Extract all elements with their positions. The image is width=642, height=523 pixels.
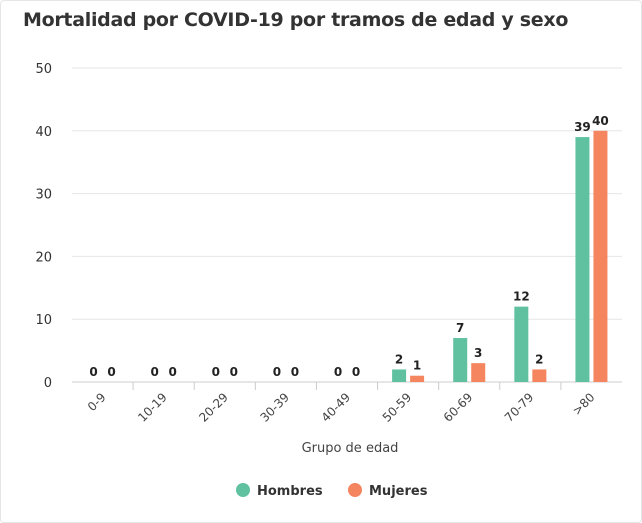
- x-tick-label: 10-19: [135, 390, 170, 425]
- data-label: 0: [168, 365, 176, 379]
- gridlines: [72, 67, 622, 383]
- data-label: 0: [230, 365, 238, 379]
- x-tick-label: 20-29: [196, 390, 231, 425]
- x-tick-label: >80: [570, 390, 598, 418]
- data-label: 1: [413, 359, 421, 373]
- bar-hombres-5[interactable]: [392, 369, 407, 382]
- data-label: 40: [592, 114, 609, 128]
- x-axis-title: Grupo de edad: [302, 441, 399, 456]
- data-label: 12: [513, 290, 530, 304]
- x-axis-ticks: 0-9 10-19 20-29 30-39 40-49 50-59 60-69 70-79 >8…: [85, 382, 598, 425]
- bar-mujeres-8[interactable]: [593, 130, 608, 382]
- bar-hombres-7[interactable]: [514, 306, 529, 382]
- x-tick-label: 30-39: [257, 390, 292, 425]
- x-tick-label: 40-49: [319, 390, 354, 425]
- bar-hombres-8[interactable]: [575, 137, 590, 382]
- data-label: 7: [456, 321, 464, 335]
- data-label: 0: [334, 365, 342, 379]
- legend-item-mujeres[interactable]: Mujeres: [348, 483, 428, 499]
- bar-hombres-6[interactable]: [453, 338, 468, 382]
- bar-mujeres-5[interactable]: [410, 375, 425, 382]
- bar-mujeres-7[interactable]: [532, 369, 547, 382]
- data-label: 0: [212, 365, 220, 379]
- data-label: 3: [474, 346, 482, 360]
- y-tick-label: 50: [35, 62, 52, 77]
- y-tick-label: 30: [35, 188, 52, 203]
- data-label: 2: [395, 352, 403, 366]
- legend-label: Hombres: [257, 484, 323, 499]
- y-tick-label: 10: [35, 313, 52, 328]
- x-tick-label: 50-59: [380, 390, 415, 425]
- data-label: 0: [89, 365, 97, 379]
- y-tick-label: 0: [44, 376, 52, 391]
- chart-title: Mortalidad por COVID-19 por tramos de ed…: [23, 9, 569, 31]
- y-axis-ticks: 0 10 20 30 40 50: [35, 62, 52, 391]
- x-tick-label: 60-69: [441, 390, 476, 425]
- data-label: 39: [574, 120, 591, 134]
- data-label: 0: [352, 365, 360, 379]
- data-label: 0: [291, 365, 299, 379]
- data-label: 0: [107, 365, 115, 379]
- x-tick-label: 70-79: [502, 390, 537, 425]
- x-tick-label: 0-9: [85, 390, 109, 414]
- legend-swatch: [236, 483, 250, 497]
- legend: Hombres Mujeres: [236, 483, 428, 499]
- legend-item-hombres[interactable]: Hombres: [236, 483, 323, 499]
- legend-label: Mujeres: [369, 484, 428, 499]
- y-tick-label: 40: [35, 125, 52, 140]
- bar-mujeres-6[interactable]: [471, 363, 486, 382]
- data-label: 0: [273, 365, 281, 379]
- data-label: 2: [535, 352, 543, 366]
- legend-swatch: [348, 483, 362, 497]
- data-label: 0: [150, 365, 158, 379]
- y-tick-label: 20: [35, 250, 52, 265]
